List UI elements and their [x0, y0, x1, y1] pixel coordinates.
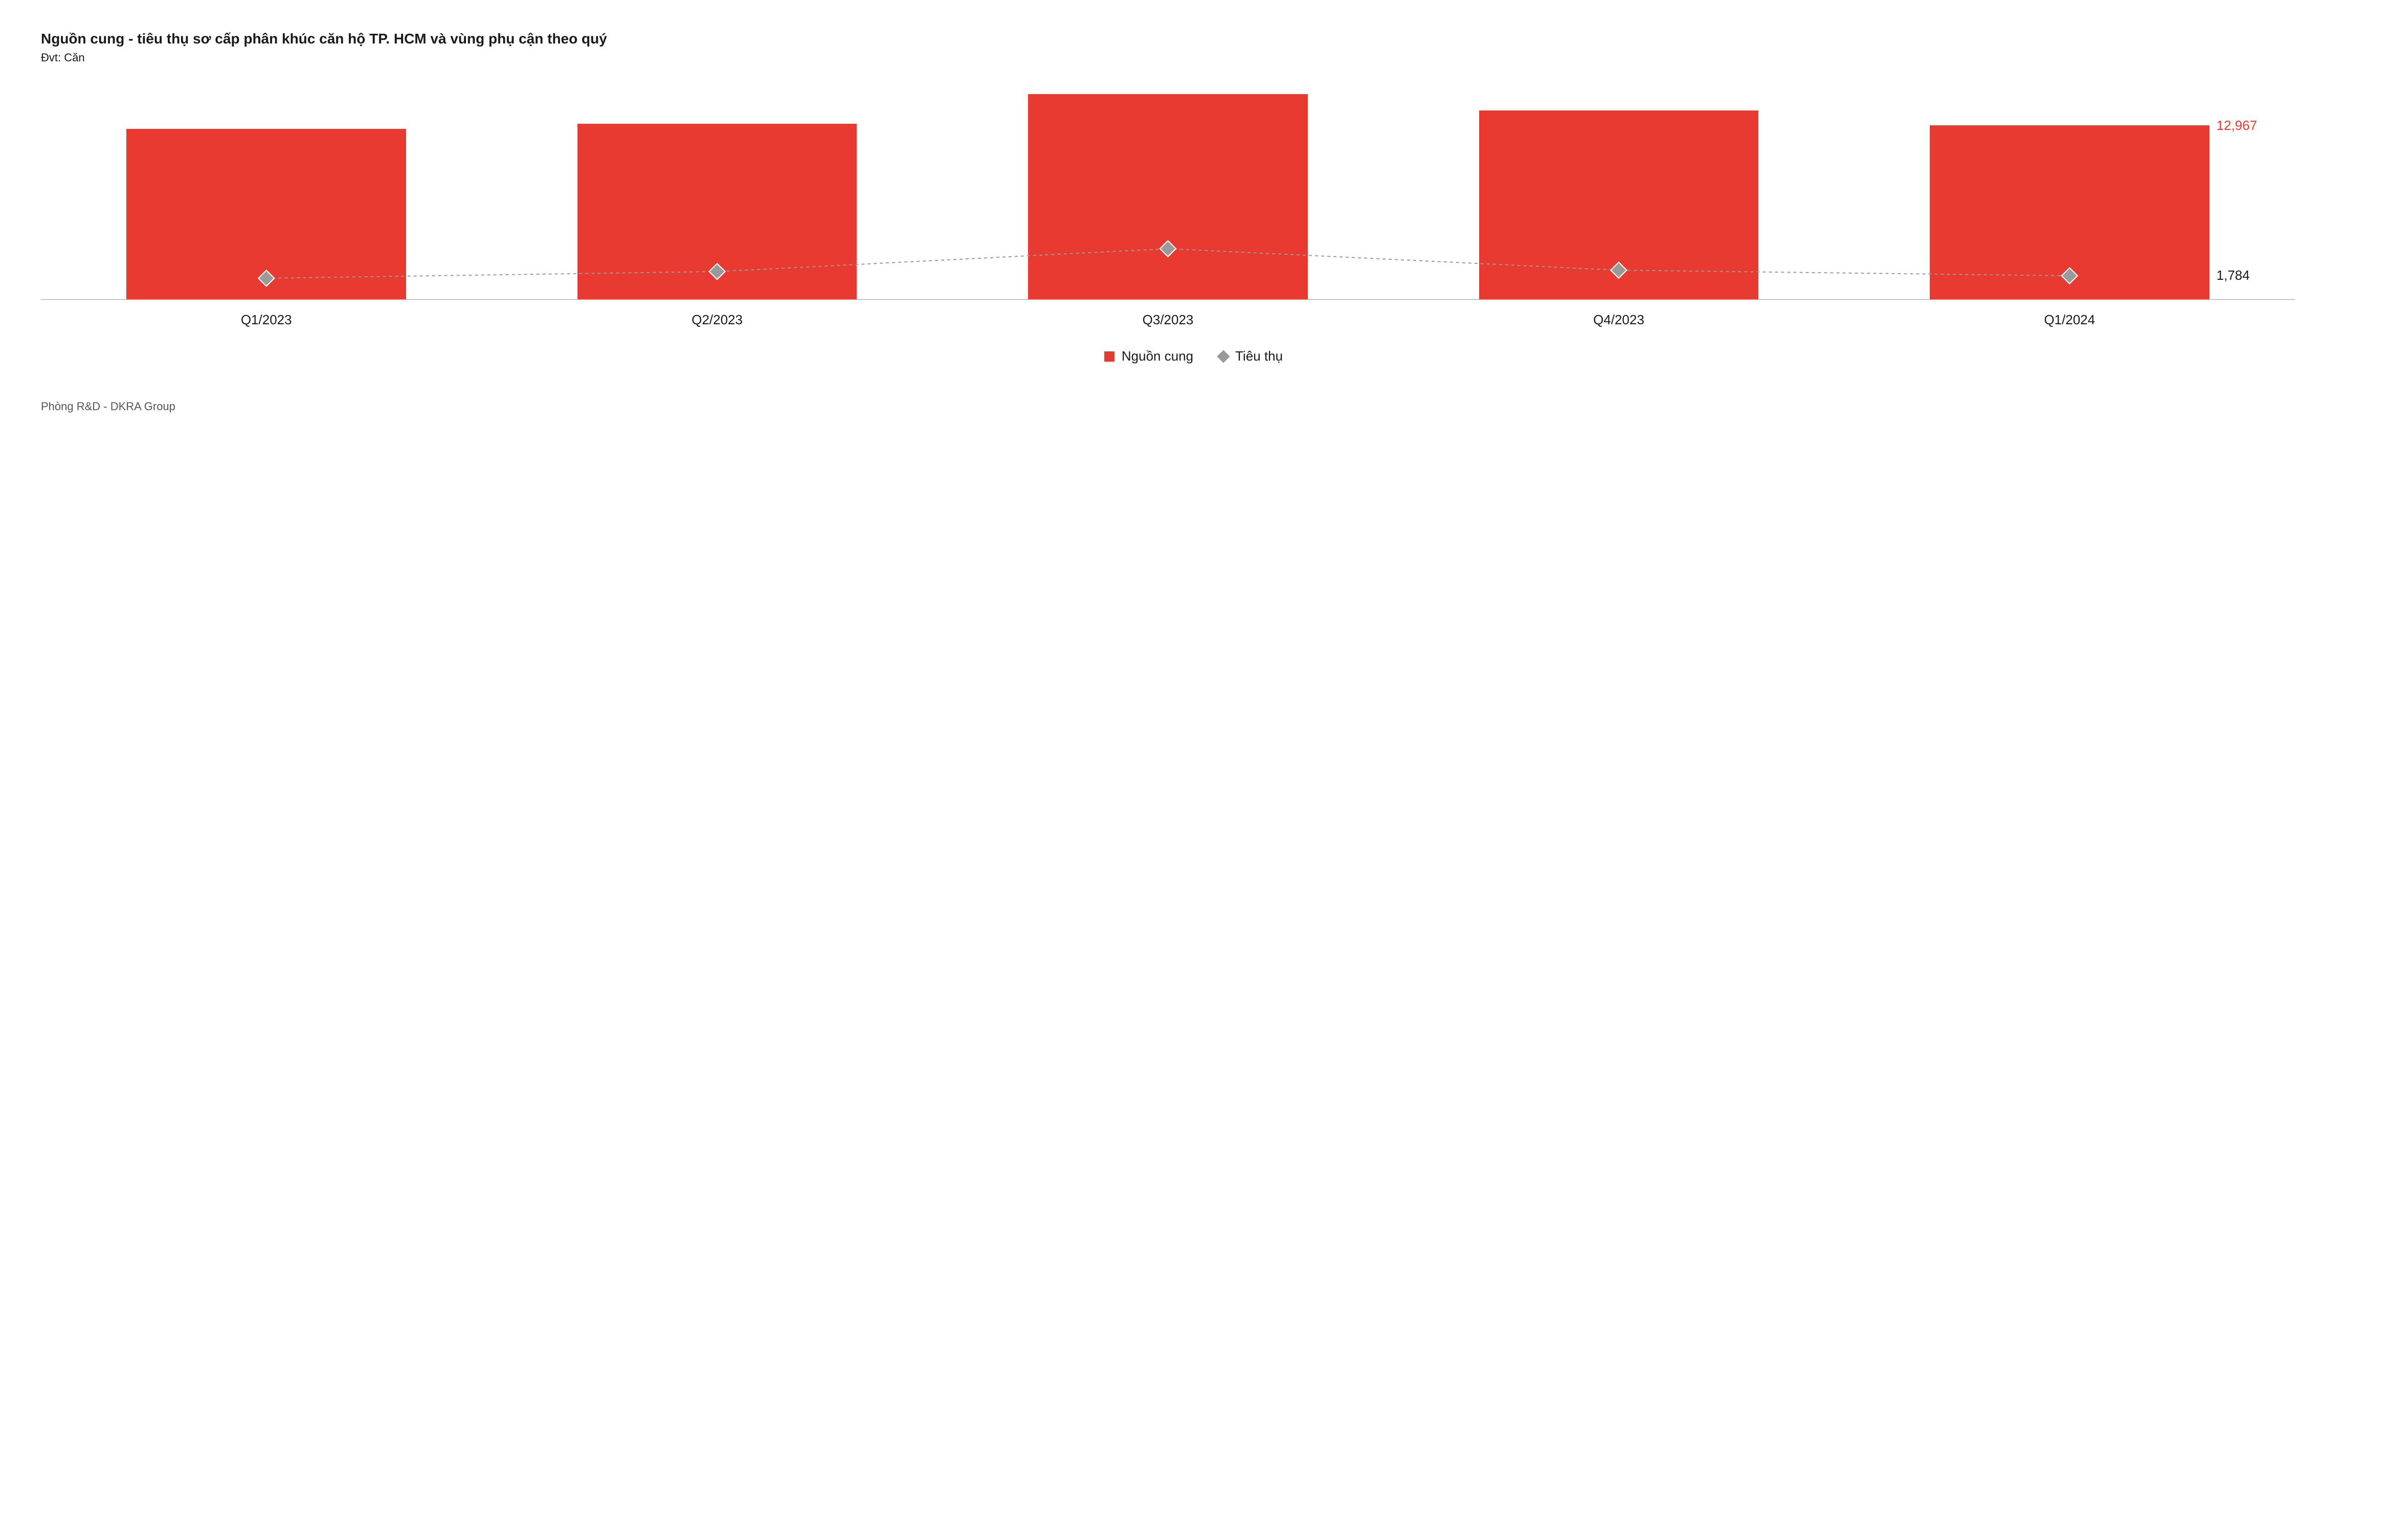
source-footer: Phòng R&D - DKRA Group [41, 400, 2346, 413]
legend-label: Nguồn cung [1122, 348, 1193, 364]
bar [1028, 94, 1307, 299]
x-axis-label: Q4/2023 [1393, 312, 1844, 328]
legend-label: Tiêu thụ [1235, 348, 1283, 364]
legend-item: Nguồn cung [1104, 348, 1193, 364]
data-callout: 1,784 [2217, 267, 2250, 283]
legend-swatch-bar [1104, 351, 1114, 362]
bars-row [41, 85, 2295, 300]
bar [1479, 110, 1758, 299]
x-axis-label: Q2/2023 [492, 312, 942, 328]
chart-title: Nguồn cung - tiêu thụ sơ cấp phân khúc c… [41, 31, 2346, 47]
bar [126, 129, 406, 299]
plot-area: 12,967 1,784 [41, 85, 2295, 300]
chart-container: Nguồn cung - tiêu thụ sơ cấp phân khúc c… [41, 31, 2346, 413]
x-axis: Q1/2023Q2/2023Q3/2023Q4/2023Q1/2024 [41, 312, 2295, 328]
bar-slot [943, 85, 1393, 299]
bar-slot [492, 85, 942, 299]
bar [577, 124, 857, 299]
legend-item: Tiêu thụ [1219, 348, 1283, 364]
bar-slot [41, 85, 492, 299]
x-axis-label: Q3/2023 [943, 312, 1393, 328]
data-callout: 12,967 [2217, 118, 2258, 133]
x-axis-label: Q1/2023 [41, 312, 492, 328]
chart-subtitle: Đvt: Căn [41, 51, 2346, 64]
bar [1930, 125, 2209, 299]
x-axis-label: Q1/2024 [1844, 312, 2295, 328]
bar-slot [1393, 85, 1844, 299]
legend-swatch-diamond [1217, 350, 1230, 363]
legend: Nguồn cung Tiêu thụ [41, 348, 2346, 364]
